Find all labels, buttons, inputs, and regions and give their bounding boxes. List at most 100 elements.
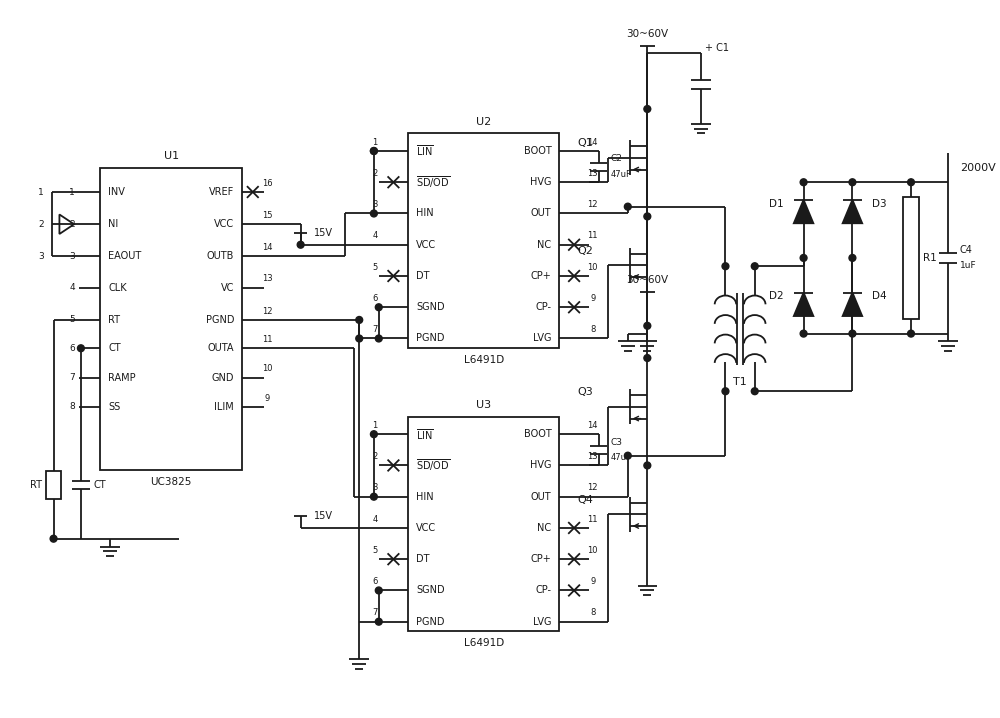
Text: PGND: PGND	[416, 333, 444, 343]
Circle shape	[50, 536, 57, 542]
Text: L6491D: L6491D	[464, 638, 504, 648]
Text: 1: 1	[372, 138, 377, 146]
Text: D3: D3	[872, 199, 887, 209]
Text: D4: D4	[872, 292, 887, 302]
Circle shape	[375, 587, 382, 594]
Text: 14: 14	[587, 421, 598, 430]
Text: VCC: VCC	[416, 240, 436, 250]
Text: 3: 3	[38, 252, 44, 261]
Text: C4: C4	[960, 245, 973, 255]
Text: 14: 14	[587, 138, 598, 146]
Text: 7: 7	[372, 325, 378, 334]
Text: $\overline{\rm LIN}$: $\overline{\rm LIN}$	[416, 144, 433, 159]
Text: C2: C2	[610, 154, 622, 163]
Text: 12: 12	[587, 483, 598, 493]
Text: GND: GND	[212, 373, 234, 383]
Text: BOOT: BOOT	[524, 146, 552, 156]
Text: Q2: Q2	[578, 246, 594, 256]
Text: 3: 3	[69, 252, 75, 261]
Circle shape	[849, 254, 856, 261]
Circle shape	[644, 213, 651, 220]
Text: 4: 4	[69, 283, 75, 292]
Text: PGND: PGND	[416, 617, 444, 627]
Circle shape	[751, 388, 758, 395]
Bar	[903, 197, 919, 319]
Text: 12: 12	[587, 200, 598, 209]
Text: 5: 5	[69, 315, 75, 325]
Text: 47uF: 47uF	[610, 170, 631, 179]
Text: U1: U1	[164, 151, 179, 161]
Text: U2: U2	[476, 117, 491, 126]
Circle shape	[356, 335, 363, 342]
Text: LVG: LVG	[533, 617, 552, 627]
Text: 15V: 15V	[314, 511, 333, 521]
Text: 8: 8	[590, 608, 595, 617]
Text: 1uF: 1uF	[960, 261, 976, 270]
Circle shape	[722, 263, 729, 270]
Text: 7: 7	[69, 373, 75, 382]
Circle shape	[644, 462, 651, 469]
Text: 2000V: 2000V	[960, 162, 996, 172]
Text: PGND: PGND	[206, 315, 234, 325]
Text: 30~60V: 30~60V	[626, 29, 668, 39]
Text: CT: CT	[94, 480, 106, 490]
Circle shape	[370, 493, 377, 500]
Text: 10: 10	[587, 546, 598, 555]
Circle shape	[800, 254, 807, 261]
Circle shape	[751, 263, 758, 270]
Circle shape	[375, 304, 382, 311]
Text: 2: 2	[372, 452, 377, 461]
Text: SS: SS	[108, 402, 120, 412]
Text: RT: RT	[30, 480, 42, 490]
Bar	[408, 134, 559, 348]
Text: 9: 9	[590, 577, 595, 586]
Text: SGND: SGND	[416, 585, 445, 595]
Text: CLK: CLK	[108, 283, 127, 293]
Circle shape	[644, 106, 651, 113]
Text: 3: 3	[372, 200, 378, 209]
Text: ILIM: ILIM	[214, 402, 234, 412]
Text: 11: 11	[587, 515, 598, 523]
Text: 10: 10	[262, 364, 273, 373]
Text: 9: 9	[590, 294, 595, 303]
Text: HVG: HVG	[530, 460, 552, 470]
Text: 12: 12	[262, 307, 273, 316]
Text: EAOUT: EAOUT	[108, 251, 141, 261]
Text: 2: 2	[372, 169, 377, 178]
Text: CT: CT	[108, 343, 121, 353]
Text: NC: NC	[537, 523, 552, 533]
Text: INV: INV	[108, 187, 125, 197]
Text: 5: 5	[372, 546, 377, 555]
Text: 11: 11	[587, 231, 598, 241]
Text: 6: 6	[372, 294, 378, 303]
Polygon shape	[843, 200, 862, 223]
Text: 16: 16	[262, 179, 273, 187]
Polygon shape	[794, 293, 813, 316]
Text: DT: DT	[416, 271, 429, 281]
Text: CP+: CP+	[531, 554, 552, 564]
Text: 15: 15	[262, 211, 273, 220]
Circle shape	[375, 618, 382, 625]
Text: OUTA: OUTA	[208, 343, 234, 353]
Bar	[100, 167, 242, 470]
Text: 4: 4	[372, 231, 377, 241]
Circle shape	[908, 330, 914, 337]
Text: C3: C3	[610, 437, 622, 447]
Bar	[46, 471, 61, 499]
Text: 10: 10	[587, 263, 598, 271]
Text: 4: 4	[372, 515, 377, 523]
Text: OUTB: OUTB	[207, 251, 234, 261]
Circle shape	[77, 345, 84, 352]
Text: 6: 6	[69, 344, 75, 353]
Circle shape	[644, 355, 651, 361]
Text: NI: NI	[108, 219, 118, 229]
Text: + C1: + C1	[705, 44, 729, 53]
Text: Q3: Q3	[578, 387, 594, 397]
Text: 11: 11	[262, 335, 273, 344]
Bar	[408, 416, 559, 631]
Text: T1: T1	[733, 378, 747, 388]
Text: 3: 3	[372, 483, 378, 493]
Text: 2: 2	[38, 220, 44, 229]
Text: BOOT: BOOT	[524, 429, 552, 439]
Text: $\overline{\rm SD/OD}$: $\overline{\rm SD/OD}$	[416, 174, 450, 190]
